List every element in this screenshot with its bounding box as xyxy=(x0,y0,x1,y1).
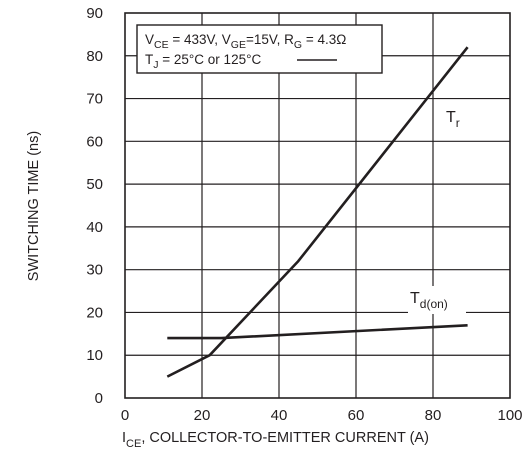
x-tick-label: 80 xyxy=(425,407,442,424)
y-tick-label: 50 xyxy=(86,176,103,193)
series-label-td-on: Td(on) xyxy=(410,290,448,311)
y-tick-label: 0 xyxy=(95,390,103,407)
conditions-box-frame xyxy=(136,24,383,74)
x-tick-label: 60 xyxy=(348,407,365,424)
x-axis-title: ICE, COLLECTOR-TO-EMITTER CURRENT (A) xyxy=(122,430,429,450)
y-tick-label: 80 xyxy=(86,48,103,65)
x-tick-label: 100 xyxy=(497,407,522,424)
conditions-box: VCE = 433V, VGE=15V, RG = 4.3Ω TJ = 25°C… xyxy=(136,24,383,74)
series-line-td-on xyxy=(167,324,468,340)
plot-frame xyxy=(124,12,511,399)
conditions-line-1: VCE = 433V, VGE=15V, RG = 4.3Ω xyxy=(145,32,346,51)
y-tick-label: 90 xyxy=(86,5,103,22)
y-tick-label: 30 xyxy=(86,262,103,279)
y-axis-title: SWITCHING TIME (ns) xyxy=(26,131,42,281)
series-label-td-on-group: Td(on) xyxy=(408,286,466,314)
y-tick-label: 70 xyxy=(86,91,103,108)
x-tick-label: 0 xyxy=(121,407,129,424)
x-tick-label: 20 xyxy=(194,407,211,424)
series-lines xyxy=(166,46,469,378)
y-tick-label: 40 xyxy=(86,219,103,236)
y-tick-label: 10 xyxy=(86,347,103,364)
y-ticks: 0 10 20 30 40 50 60 70 80 90 xyxy=(86,5,103,407)
x-tick-label: 40 xyxy=(271,407,288,424)
series-line-tr xyxy=(166,46,469,378)
series-label-tr: Tr xyxy=(446,109,460,130)
x-ticks: 0 20 40 60 80 100 xyxy=(121,407,523,424)
y-tick-label: 60 xyxy=(86,133,103,150)
conditions-line-2: TJ = 25°C or 125°C xyxy=(145,52,261,71)
y-tick-label: 20 xyxy=(86,304,103,321)
